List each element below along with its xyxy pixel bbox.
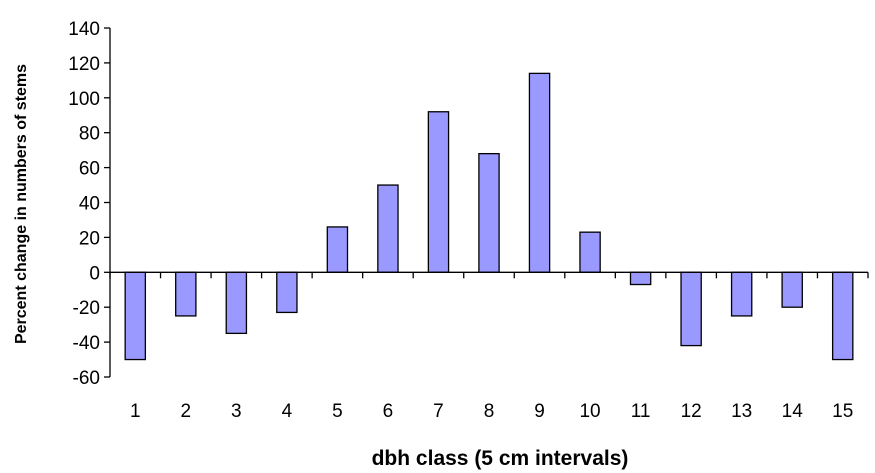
- x-tick-label: 6: [383, 401, 394, 422]
- bar: [225, 271, 248, 335]
- x-tick-label: 12: [681, 401, 702, 422]
- y-axis-tick-labels: 140 120 100 80 60 40 20 0 -20 -40 -60: [68, 19, 100, 389]
- bar: [124, 271, 147, 361]
- x-tick-label: 14: [782, 401, 804, 422]
- x-axis-tick-labels: 1 2 3 4 5 6 7 8 9 10 11 12 13 14 15: [130, 401, 853, 422]
- bar: [276, 271, 298, 314]
- y-tick-label: -40: [73, 333, 100, 354]
- bar: [175, 271, 197, 317]
- bars: [124, 72, 854, 361]
- y-tick-label: -20: [73, 298, 100, 319]
- x-tick-label: 3: [231, 401, 242, 422]
- x-axis-ticks: [109, 272, 869, 279]
- bar: [427, 111, 450, 273]
- bar: [579, 231, 601, 273]
- x-tick-label: 10: [579, 401, 600, 422]
- x-tick-label: 5: [332, 401, 343, 422]
- x-tick-label: 13: [731, 401, 752, 422]
- y-tick-label: 20: [79, 228, 100, 249]
- y-axis-title: Percent change in numbers of stems: [13, 64, 30, 344]
- bar: [528, 72, 551, 273]
- bar: [680, 271, 702, 347]
- y-tick-label: -60: [73, 368, 100, 389]
- y-tick-label: 80: [79, 124, 100, 145]
- bar: [831, 271, 854, 361]
- bar: [478, 152, 500, 273]
- x-tick-label: 15: [832, 401, 853, 422]
- x-tick-label: 7: [433, 401, 444, 422]
- bar: [730, 271, 753, 317]
- y-tick-label: 0: [89, 263, 100, 284]
- x-tick-label: 1: [130, 401, 141, 422]
- y-axis-ticks: [104, 27, 110, 378]
- y-tick-label: 60: [79, 159, 100, 180]
- x-tick-label: 4: [282, 401, 293, 422]
- bar: [629, 271, 652, 286]
- y-tick-label: 120: [68, 54, 100, 75]
- bar: [377, 184, 399, 273]
- bar: [781, 271, 803, 308]
- x-tick-label: 8: [484, 401, 495, 422]
- y-tick-label: 100: [68, 89, 100, 110]
- x-tick-label: 2: [181, 401, 192, 422]
- x-tick-label: 11: [631, 401, 651, 422]
- bar: [326, 226, 349, 273]
- y-tick-label: 140: [68, 19, 100, 40]
- y-tick-label: 40: [79, 194, 100, 215]
- x-tick-label: 9: [534, 401, 545, 422]
- x-axis-title: dbh class (5 cm intervals): [372, 447, 629, 470]
